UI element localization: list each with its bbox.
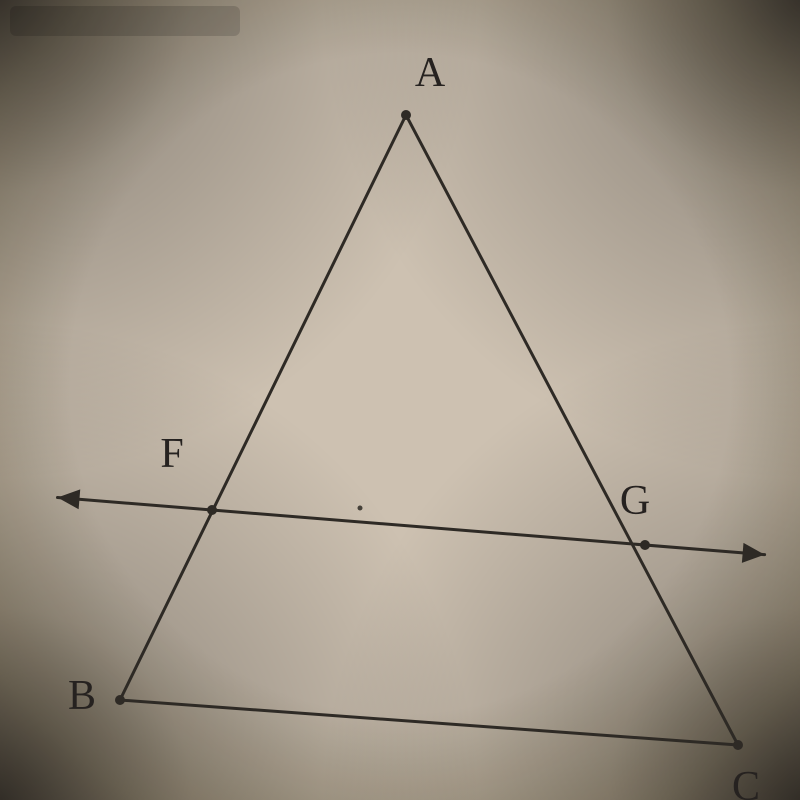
label-C: C <box>732 763 760 800</box>
label-A: A <box>415 49 445 97</box>
point-F <box>207 505 217 515</box>
point-C <box>733 740 743 750</box>
label-G: G <box>620 477 650 525</box>
label-F: F <box>160 430 183 478</box>
point-G <box>640 540 650 550</box>
stray-dot <box>358 506 363 511</box>
point-A <box>401 110 411 120</box>
diagram-svg <box>0 0 800 800</box>
label-B: B <box>68 672 96 720</box>
point-B <box>115 695 125 705</box>
geometry-diagram: A B C F G <box>0 0 800 800</box>
